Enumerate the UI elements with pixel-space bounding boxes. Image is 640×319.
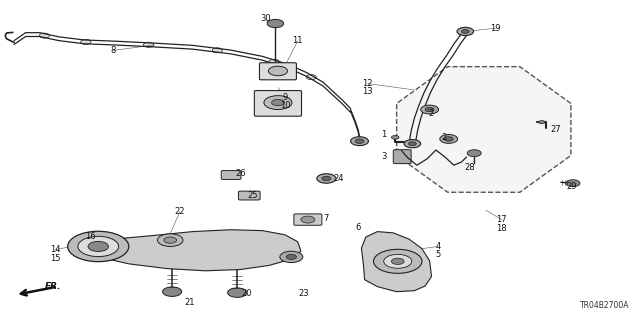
Circle shape xyxy=(306,75,316,80)
Text: 22: 22 xyxy=(175,207,185,216)
Text: 2: 2 xyxy=(429,109,434,118)
Circle shape xyxy=(351,137,369,145)
Polygon shape xyxy=(397,67,571,192)
Text: 19: 19 xyxy=(490,24,500,33)
Text: 24: 24 xyxy=(334,174,344,183)
Circle shape xyxy=(566,180,580,187)
FancyBboxPatch shape xyxy=(259,63,296,80)
Text: 8: 8 xyxy=(110,46,116,55)
Circle shape xyxy=(444,137,453,141)
Circle shape xyxy=(164,237,177,243)
Circle shape xyxy=(539,121,545,124)
Text: 1: 1 xyxy=(381,130,387,139)
Circle shape xyxy=(78,236,118,256)
Circle shape xyxy=(39,33,49,38)
Text: 14: 14 xyxy=(51,245,61,254)
Circle shape xyxy=(317,174,336,183)
Text: TR04B2700A: TR04B2700A xyxy=(580,301,629,310)
Circle shape xyxy=(392,258,404,264)
Circle shape xyxy=(322,176,331,181)
Text: 11: 11 xyxy=(292,36,303,45)
Circle shape xyxy=(384,254,412,268)
Circle shape xyxy=(143,42,154,47)
Circle shape xyxy=(228,288,246,297)
Text: 16: 16 xyxy=(85,233,96,241)
Circle shape xyxy=(440,135,458,143)
Text: 9: 9 xyxy=(282,93,287,102)
Text: 5: 5 xyxy=(435,250,440,259)
Text: 13: 13 xyxy=(362,87,373,96)
Text: 29: 29 xyxy=(566,182,577,191)
Circle shape xyxy=(264,96,292,109)
Circle shape xyxy=(374,249,422,273)
Circle shape xyxy=(355,139,364,143)
Text: 23: 23 xyxy=(299,289,309,298)
Text: 10: 10 xyxy=(280,101,290,110)
FancyBboxPatch shape xyxy=(294,214,322,225)
Circle shape xyxy=(157,234,183,247)
Text: 18: 18 xyxy=(496,224,507,233)
Text: 28: 28 xyxy=(465,163,475,172)
Circle shape xyxy=(88,241,108,251)
FancyBboxPatch shape xyxy=(254,91,301,116)
Circle shape xyxy=(425,107,434,112)
Circle shape xyxy=(81,40,91,44)
Text: 26: 26 xyxy=(235,169,246,178)
Text: 27: 27 xyxy=(550,125,561,134)
FancyBboxPatch shape xyxy=(221,171,241,179)
Circle shape xyxy=(269,59,279,64)
Circle shape xyxy=(404,140,420,148)
Text: 21: 21 xyxy=(184,298,195,307)
Text: 7: 7 xyxy=(324,213,329,222)
Text: 12: 12 xyxy=(362,79,373,88)
Circle shape xyxy=(271,100,284,106)
Text: 20: 20 xyxy=(241,289,252,298)
Text: 30: 30 xyxy=(260,14,271,23)
Circle shape xyxy=(163,287,182,296)
Polygon shape xyxy=(362,232,431,292)
Circle shape xyxy=(420,105,438,114)
FancyBboxPatch shape xyxy=(239,191,260,200)
Text: 3: 3 xyxy=(381,152,387,161)
Text: 6: 6 xyxy=(356,223,361,232)
Circle shape xyxy=(280,251,303,263)
Text: 17: 17 xyxy=(496,215,507,224)
Circle shape xyxy=(286,254,296,259)
Circle shape xyxy=(392,136,399,139)
FancyBboxPatch shape xyxy=(394,150,411,164)
Text: 15: 15 xyxy=(51,254,61,263)
Text: 4: 4 xyxy=(435,242,440,251)
Circle shape xyxy=(68,231,129,262)
Circle shape xyxy=(467,150,481,157)
Circle shape xyxy=(268,66,287,76)
Polygon shape xyxy=(75,230,301,271)
Circle shape xyxy=(301,216,315,223)
Text: FR.: FR. xyxy=(45,282,61,291)
Circle shape xyxy=(212,48,223,53)
Circle shape xyxy=(267,19,284,28)
Circle shape xyxy=(408,142,416,145)
Text: 25: 25 xyxy=(248,191,259,200)
Circle shape xyxy=(461,30,469,33)
Circle shape xyxy=(457,27,474,35)
Text: 2: 2 xyxy=(442,133,447,142)
